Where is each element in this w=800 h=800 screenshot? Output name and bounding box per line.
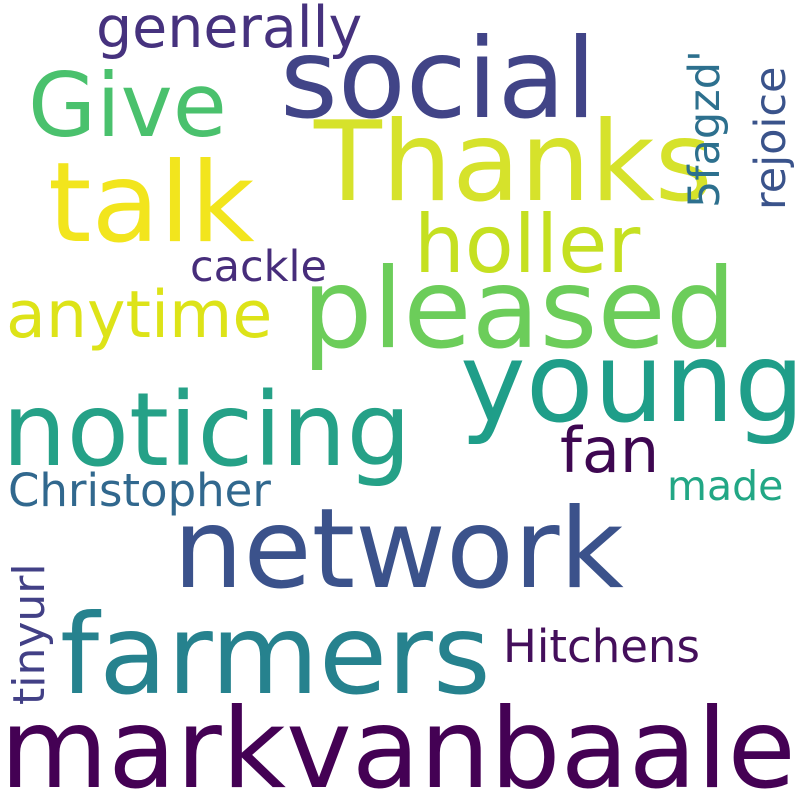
word-rejoice: rejoice [746, 66, 796, 211]
word-farmers: farmers [60, 591, 491, 720]
word-noticing: noticing [2, 371, 412, 490]
word-christopher: Christopher [8, 464, 271, 517]
word-talk: talk [48, 139, 255, 268]
word-cackle: cackle [190, 242, 327, 292]
word-fan: fan [560, 414, 660, 487]
word-anytime: anytime [6, 278, 273, 353]
word-social: social [280, 15, 597, 144]
word-holler: holler [414, 198, 641, 291]
word-generally: generally [96, 0, 363, 61]
word-hitchens: Hitchens [503, 620, 700, 673]
word-young: young [460, 319, 800, 448]
word-give: Give [28, 54, 227, 157]
word-tinyurl: tinyurl [4, 563, 55, 705]
word-made: made [667, 462, 784, 510]
word-5fagzd: 5fagzd' [680, 50, 730, 208]
word-thanks: Thanks [314, 98, 713, 227]
word-pleased: pleased [302, 245, 737, 374]
word-network: network [173, 485, 624, 614]
word-markvanbaale: markvanbaale [0, 685, 796, 800]
